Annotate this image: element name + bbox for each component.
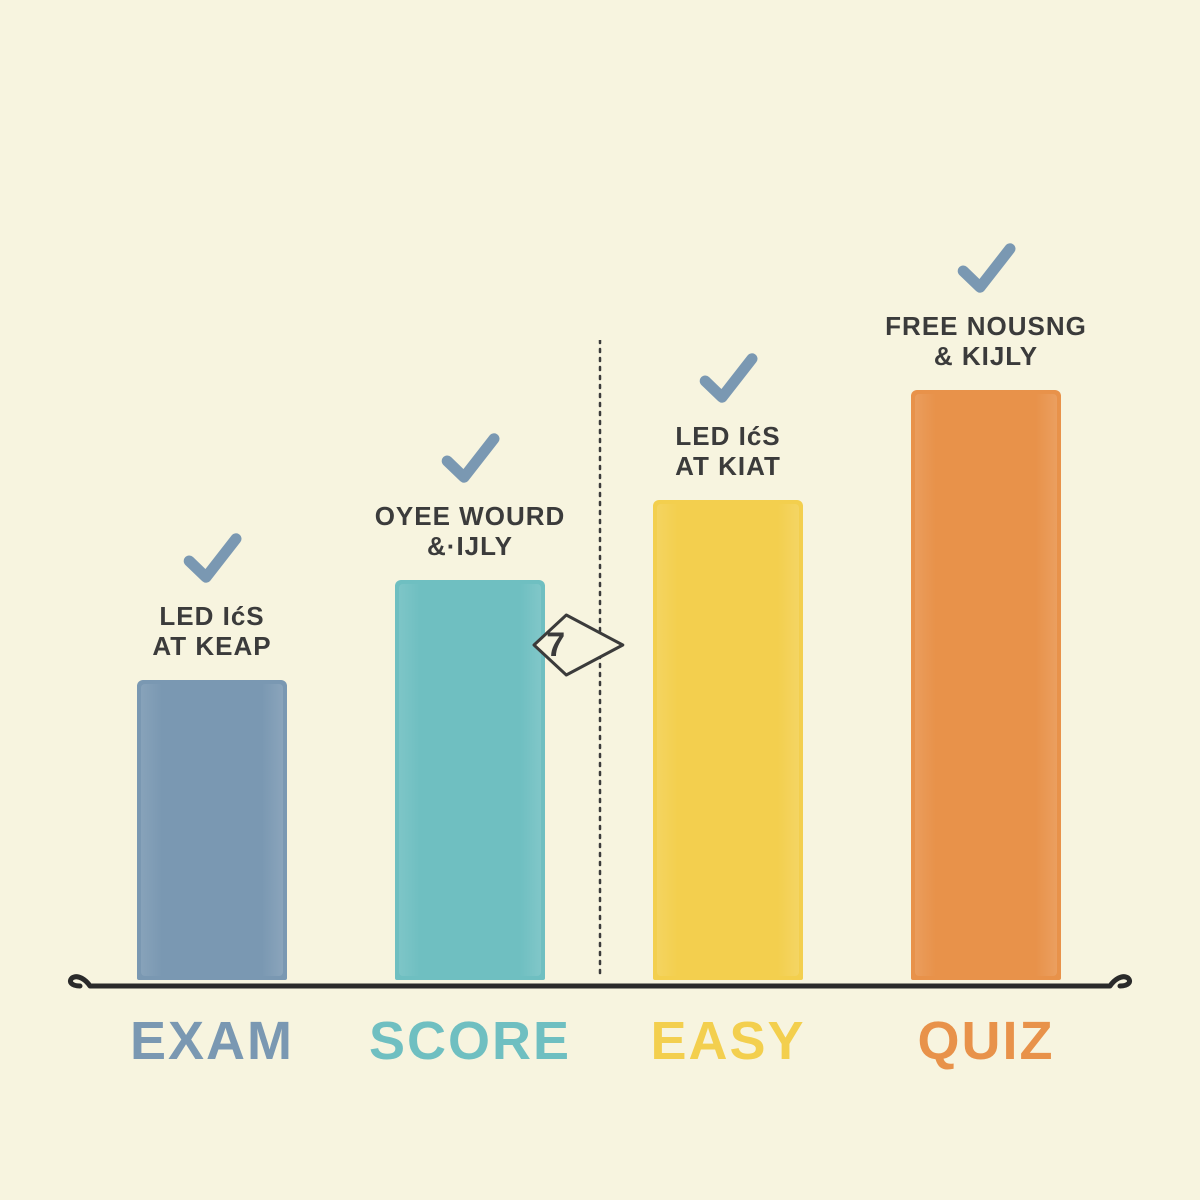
check-icon	[440, 428, 500, 488]
bar-exam	[137, 680, 287, 980]
x-label-exam: EXAM	[82, 1010, 342, 1072]
bar-caption-easy: LED IćS AT KIAT	[598, 422, 858, 482]
bar-caption-quiz: FREE NOUSNG & KIJLY	[856, 312, 1116, 372]
x-label-score: SCORE	[340, 1010, 600, 1072]
check-icon	[956, 238, 1016, 298]
chart-stage: 7 EXAMSCOREEASYQUIZ LED IćS AT KEAP OYEE W…	[0, 0, 1200, 1200]
check-icon	[698, 348, 758, 408]
x-label-quiz: QUIZ	[856, 1010, 1116, 1072]
divider-marker-label: 7	[528, 609, 583, 681]
bar-easy	[653, 500, 803, 980]
check-icon	[182, 528, 242, 588]
bar-quiz	[911, 390, 1061, 980]
divider-marker: 7	[528, 609, 629, 681]
x-label-easy: EASY	[598, 1010, 858, 1072]
bar-caption-score: OYEE WOURD &·IJLY	[340, 502, 600, 562]
bar-score	[395, 580, 545, 980]
bar-caption-exam: LED IćS AT KEAP	[82, 602, 342, 662]
